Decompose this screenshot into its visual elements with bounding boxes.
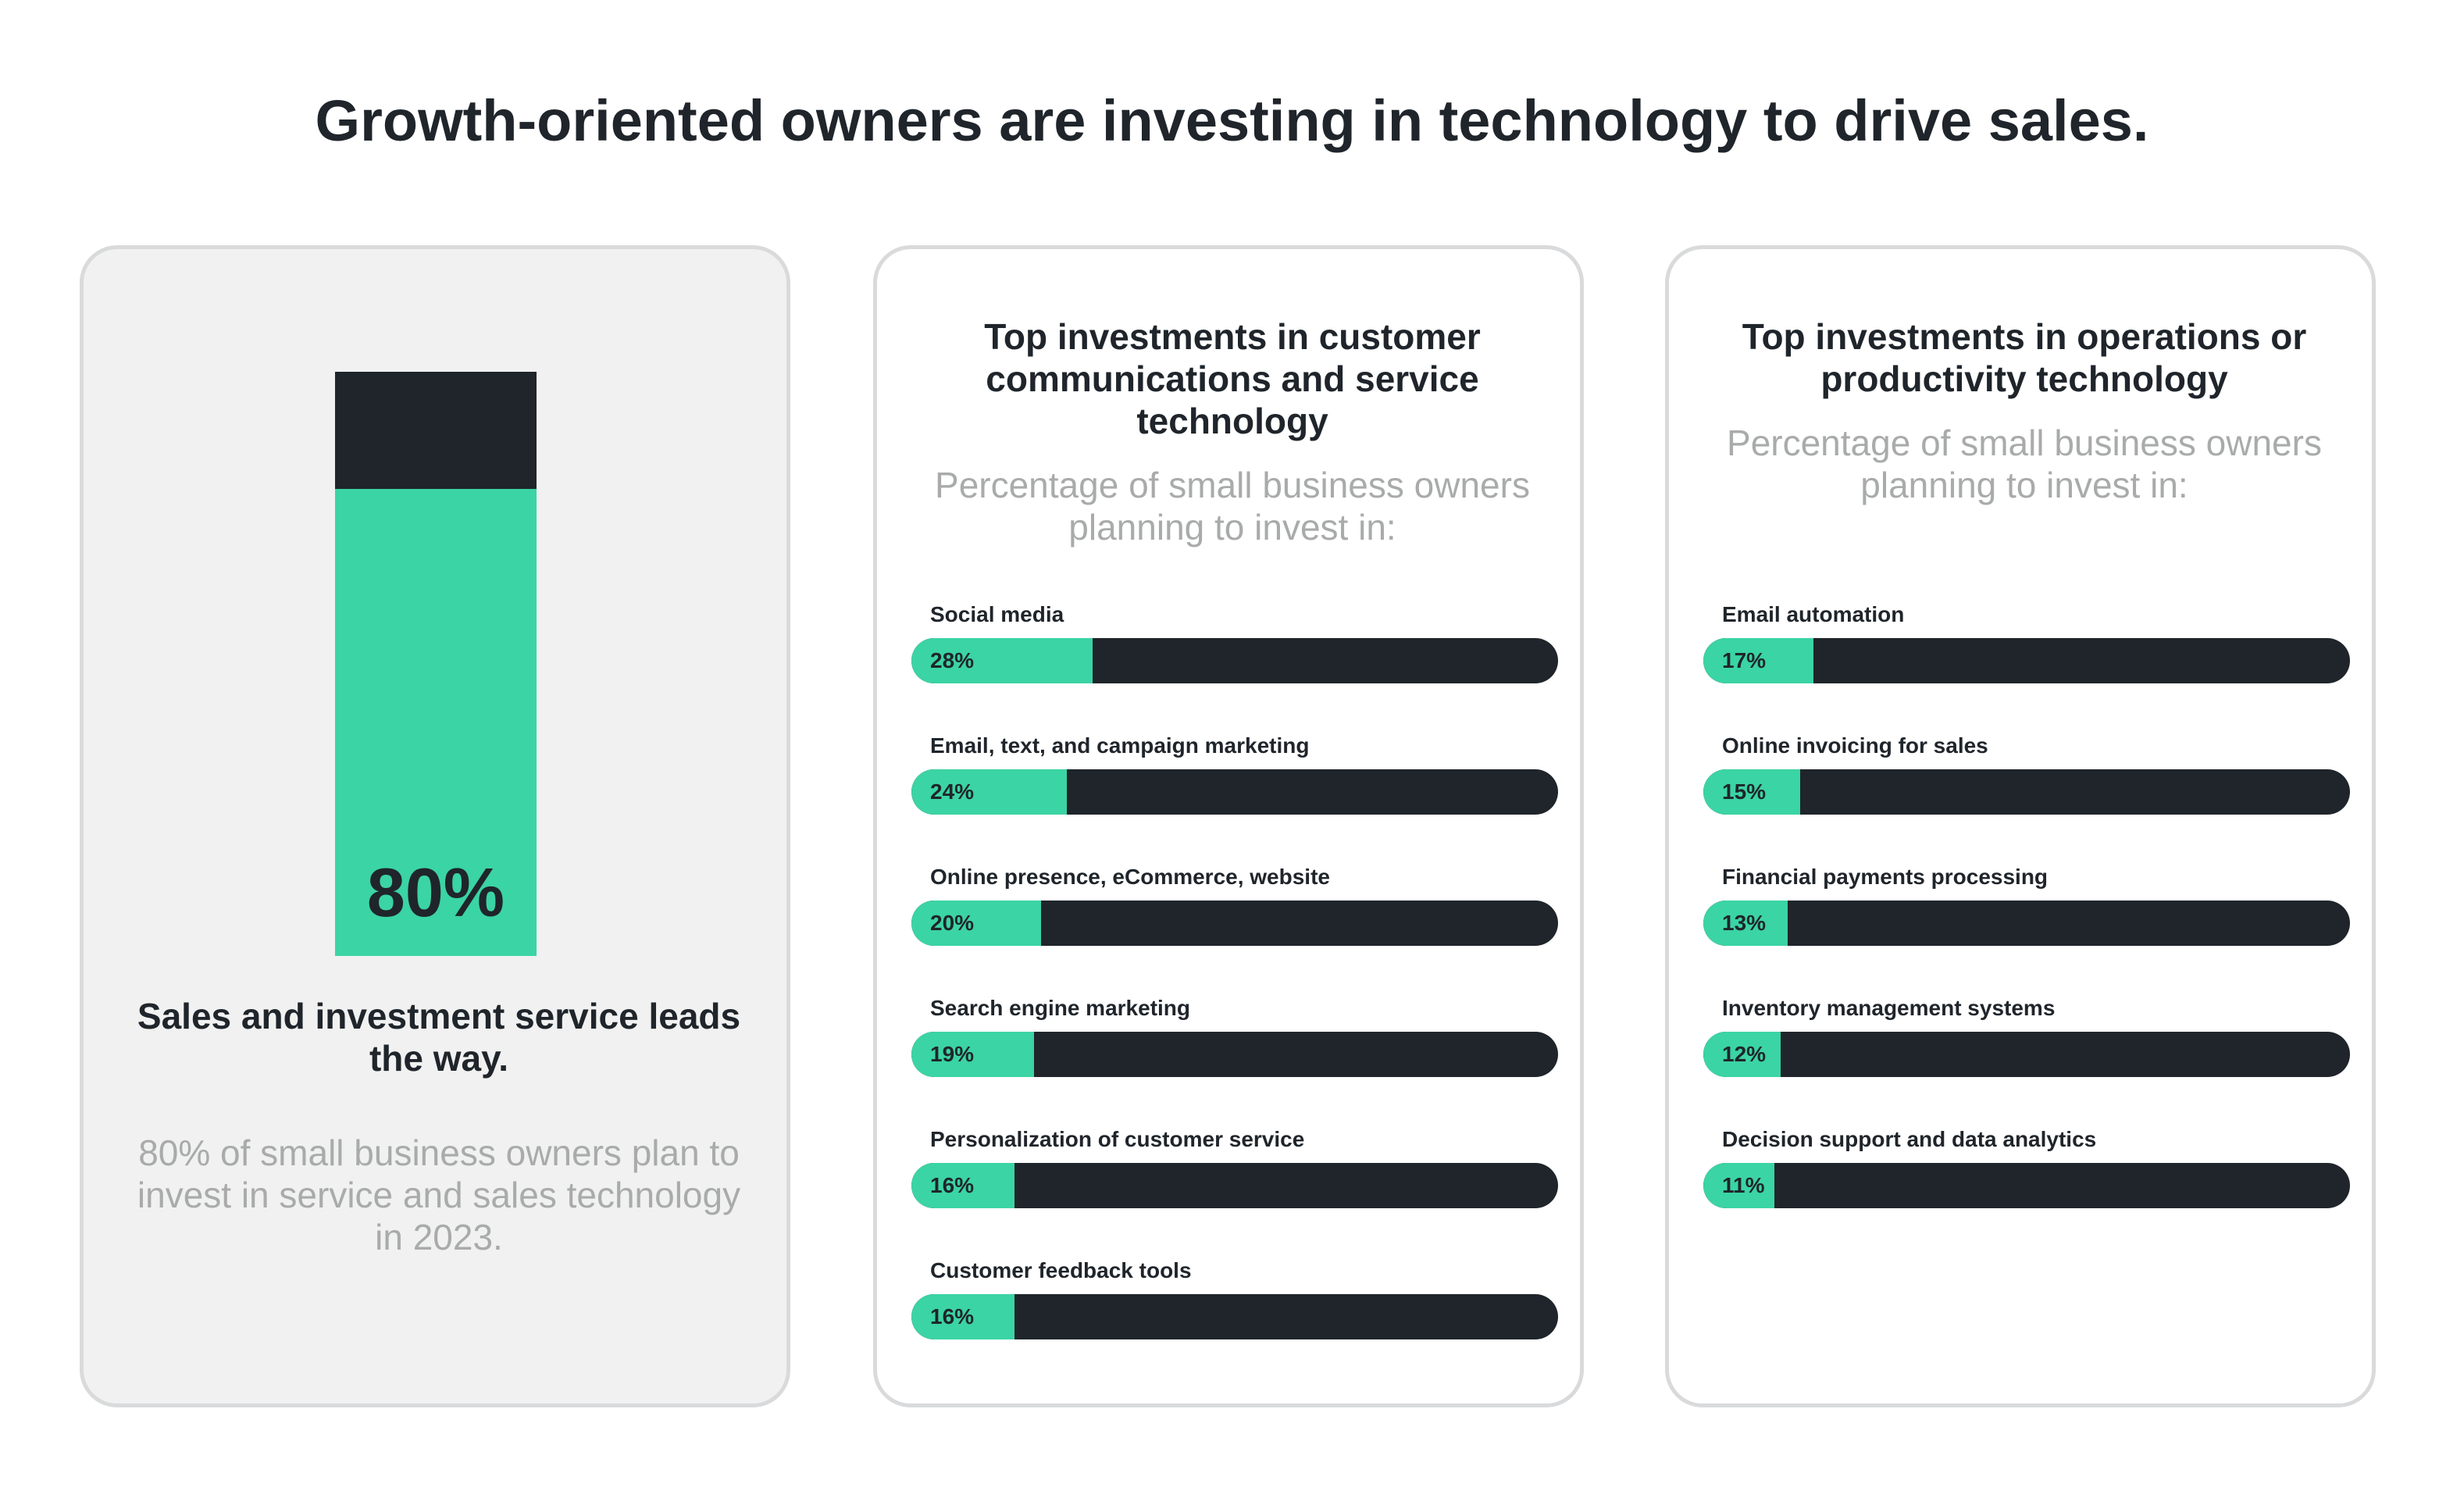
- bar-track: 13%: [1703, 901, 2350, 946]
- customer-communications-bar-list: Social media 28% Email, text, and campaign…: [911, 602, 1558, 1389]
- bar-item: Customer feedback tools 16%: [911, 1258, 1558, 1389]
- bar-item: Online presence, eCommerce, website 20%: [911, 865, 1558, 996]
- bar-fill: [911, 1294, 1015, 1339]
- bar-track: 20%: [911, 901, 1558, 946]
- bar-track: 11%: [1703, 1163, 2350, 1208]
- bar-category-label: Online presence, eCommerce, website: [930, 865, 1330, 889]
- bar-category-label: Customer feedback tools: [930, 1258, 1192, 1282]
- bar-item: Financial payments processing 13%: [1703, 865, 2350, 996]
- operations-productivity-title: Top investments in operations or product…: [1742, 316, 2307, 399]
- bar-fill: [1703, 769, 1801, 815]
- bar-item: Email automation 17%: [1703, 602, 2350, 733]
- big-stat-bar-remainder: [335, 372, 537, 489]
- bar-value-label: 16%: [930, 1173, 975, 1197]
- bar-item: Email, text, and campaign marketing 24%: [911, 733, 1558, 865]
- bar-track: 19%: [911, 1032, 1558, 1077]
- bar-category-label: Social media: [930, 602, 1064, 626]
- bar-category-label: Email, text, and campaign marketing: [930, 733, 1310, 758]
- bar-item: Search engine marketing 19%: [911, 996, 1558, 1127]
- bar-category-label: Financial payments processing: [1722, 865, 2049, 889]
- bar-category-label: Search engine marketing: [930, 996, 1191, 1020]
- customer-communications-subtitle: Percentage of small business owners plan…: [935, 465, 1530, 547]
- bar-category-label: Inventory management systems: [1722, 996, 2056, 1020]
- bar-value-label: 24%: [930, 779, 975, 804]
- bar-item: Online invoicing for sales 15%: [1703, 733, 2350, 865]
- customer-communications-card: Top investments in customer communicatio…: [873, 245, 1584, 1407]
- bar-value-label: 17%: [1722, 648, 1767, 672]
- bar-item: Personalization of customer service 16%: [911, 1127, 1558, 1258]
- operations-productivity-card: Top investments in operations or product…: [1665, 245, 2376, 1407]
- bar-value-label: 15%: [1722, 779, 1767, 804]
- bar-fill: [1703, 1163, 1775, 1208]
- big-stat-value: 80%: [366, 854, 505, 931]
- operations-productivity-bar-list: Email automation 17% Online invoicing for …: [1703, 602, 2350, 1258]
- bar-track: 12%: [1703, 1032, 2350, 1077]
- bar-category-label: Personalization of customer service: [930, 1127, 1305, 1151]
- bar-fill: [911, 1163, 1015, 1208]
- bar-value-label: 16%: [930, 1304, 975, 1329]
- page-title: Growth-oriented owners are investing in …: [315, 88, 2149, 153]
- bar-track: 16%: [911, 1294, 1558, 1339]
- bar-value-label: 19%: [930, 1042, 975, 1066]
- bar-value-label: 20%: [930, 911, 975, 935]
- bar-fill: [911, 901, 1041, 946]
- bar-item: Inventory management systems 12%: [1703, 996, 2350, 1127]
- bar-fill: [911, 769, 1067, 815]
- summary-subtext: 80% of small business owners plan to inv…: [137, 1132, 741, 1257]
- bar-category-label: Email automation: [1722, 602, 1905, 626]
- bar-fill: [1703, 1032, 1781, 1077]
- bar-track: 17%: [1703, 638, 2350, 683]
- bar-fill: [911, 638, 1093, 683]
- bar-track: 16%: [911, 1163, 1558, 1208]
- bar-value-label: 11%: [1722, 1173, 1765, 1197]
- operations-productivity-subtitle: Percentage of small business owners plan…: [1727, 423, 2322, 505]
- bar-value-label: 28%: [930, 648, 975, 672]
- bar-category-label: Decision support and data analytics: [1722, 1127, 2097, 1151]
- big-stat-bar-fill: [335, 488, 537, 956]
- customer-communications-title: Top investments in customer communicatio…: [984, 316, 1481, 441]
- bar-track: 24%: [911, 769, 1558, 815]
- bar-track: 28%: [911, 638, 1558, 683]
- bar-fill: [1703, 638, 1813, 683]
- big-stat-bar: 80%: [335, 372, 537, 956]
- bar-value-label: 13%: [1722, 911, 1767, 935]
- bar-fill: [911, 1032, 1035, 1077]
- bar-track: 15%: [1703, 769, 2350, 815]
- bar-value-label: 12%: [1722, 1042, 1767, 1066]
- bar-category-label: Online invoicing for sales: [1722, 733, 1988, 758]
- summary-card: 80% Sales and investment service leads t…: [80, 245, 790, 1407]
- bar-fill: [1703, 901, 1788, 946]
- bar-item: Social media 28%: [911, 602, 1558, 733]
- bar-item: Decision support and data analytics 11%: [1703, 1127, 2350, 1258]
- summary-heading: Sales and investment service leads the w…: [137, 996, 741, 1079]
